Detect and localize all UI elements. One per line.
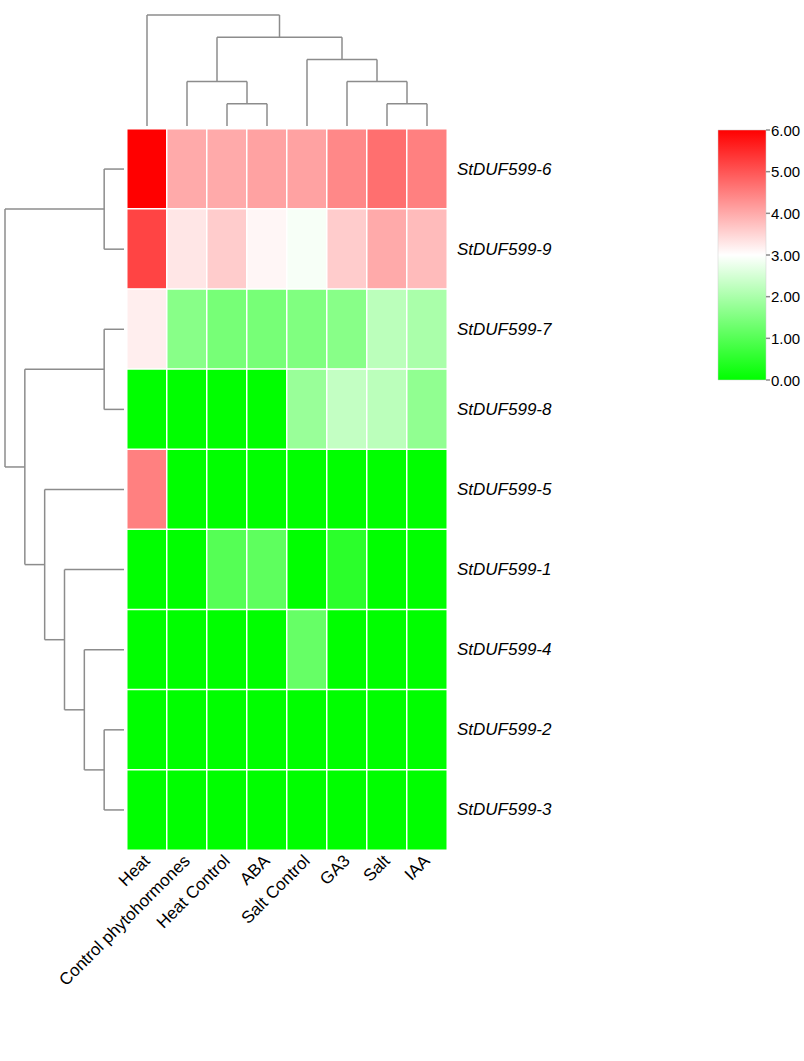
svg-text:IAA: IAA bbox=[401, 851, 434, 884]
svg-text:StDUF599-4: StDUF599-4 bbox=[457, 640, 551, 659]
svg-text:StDUF599-8: StDUF599-8 bbox=[457, 400, 552, 419]
svg-text:Control phytohormones: Control phytohormones bbox=[55, 851, 194, 990]
svg-text:StDUF599-1: StDUF599-1 bbox=[457, 560, 551, 579]
svg-text:GA3: GA3 bbox=[316, 851, 353, 888]
svg-text:Heat Control: Heat Control bbox=[153, 851, 234, 932]
svg-text:Salt Control: Salt Control bbox=[238, 851, 314, 927]
svg-text:3.00: 3.00 bbox=[771, 247, 800, 264]
svg-text:4.00: 4.00 bbox=[771, 205, 800, 222]
svg-text:Heat: Heat bbox=[114, 851, 154, 891]
svg-text:StDUF599-3: StDUF599-3 bbox=[457, 800, 552, 819]
svg-text:StDUF599-9: StDUF599-9 bbox=[457, 240, 552, 259]
svg-text:2.00: 2.00 bbox=[771, 288, 800, 305]
svg-text:6.00: 6.00 bbox=[771, 122, 800, 139]
svg-text:StDUF599-2: StDUF599-2 bbox=[457, 720, 552, 739]
svg-text:StDUF599-5: StDUF599-5 bbox=[457, 480, 552, 499]
svg-text:ABA: ABA bbox=[236, 851, 274, 889]
svg-text:StDUF599-6: StDUF599-6 bbox=[457, 160, 552, 179]
svg-text:0.00: 0.00 bbox=[771, 372, 800, 389]
svg-text:5.00: 5.00 bbox=[771, 163, 800, 180]
svg-text:Salt: Salt bbox=[360, 851, 394, 885]
svg-text:1.00: 1.00 bbox=[771, 330, 800, 347]
svg-text:StDUF599-7: StDUF599-7 bbox=[457, 320, 552, 339]
